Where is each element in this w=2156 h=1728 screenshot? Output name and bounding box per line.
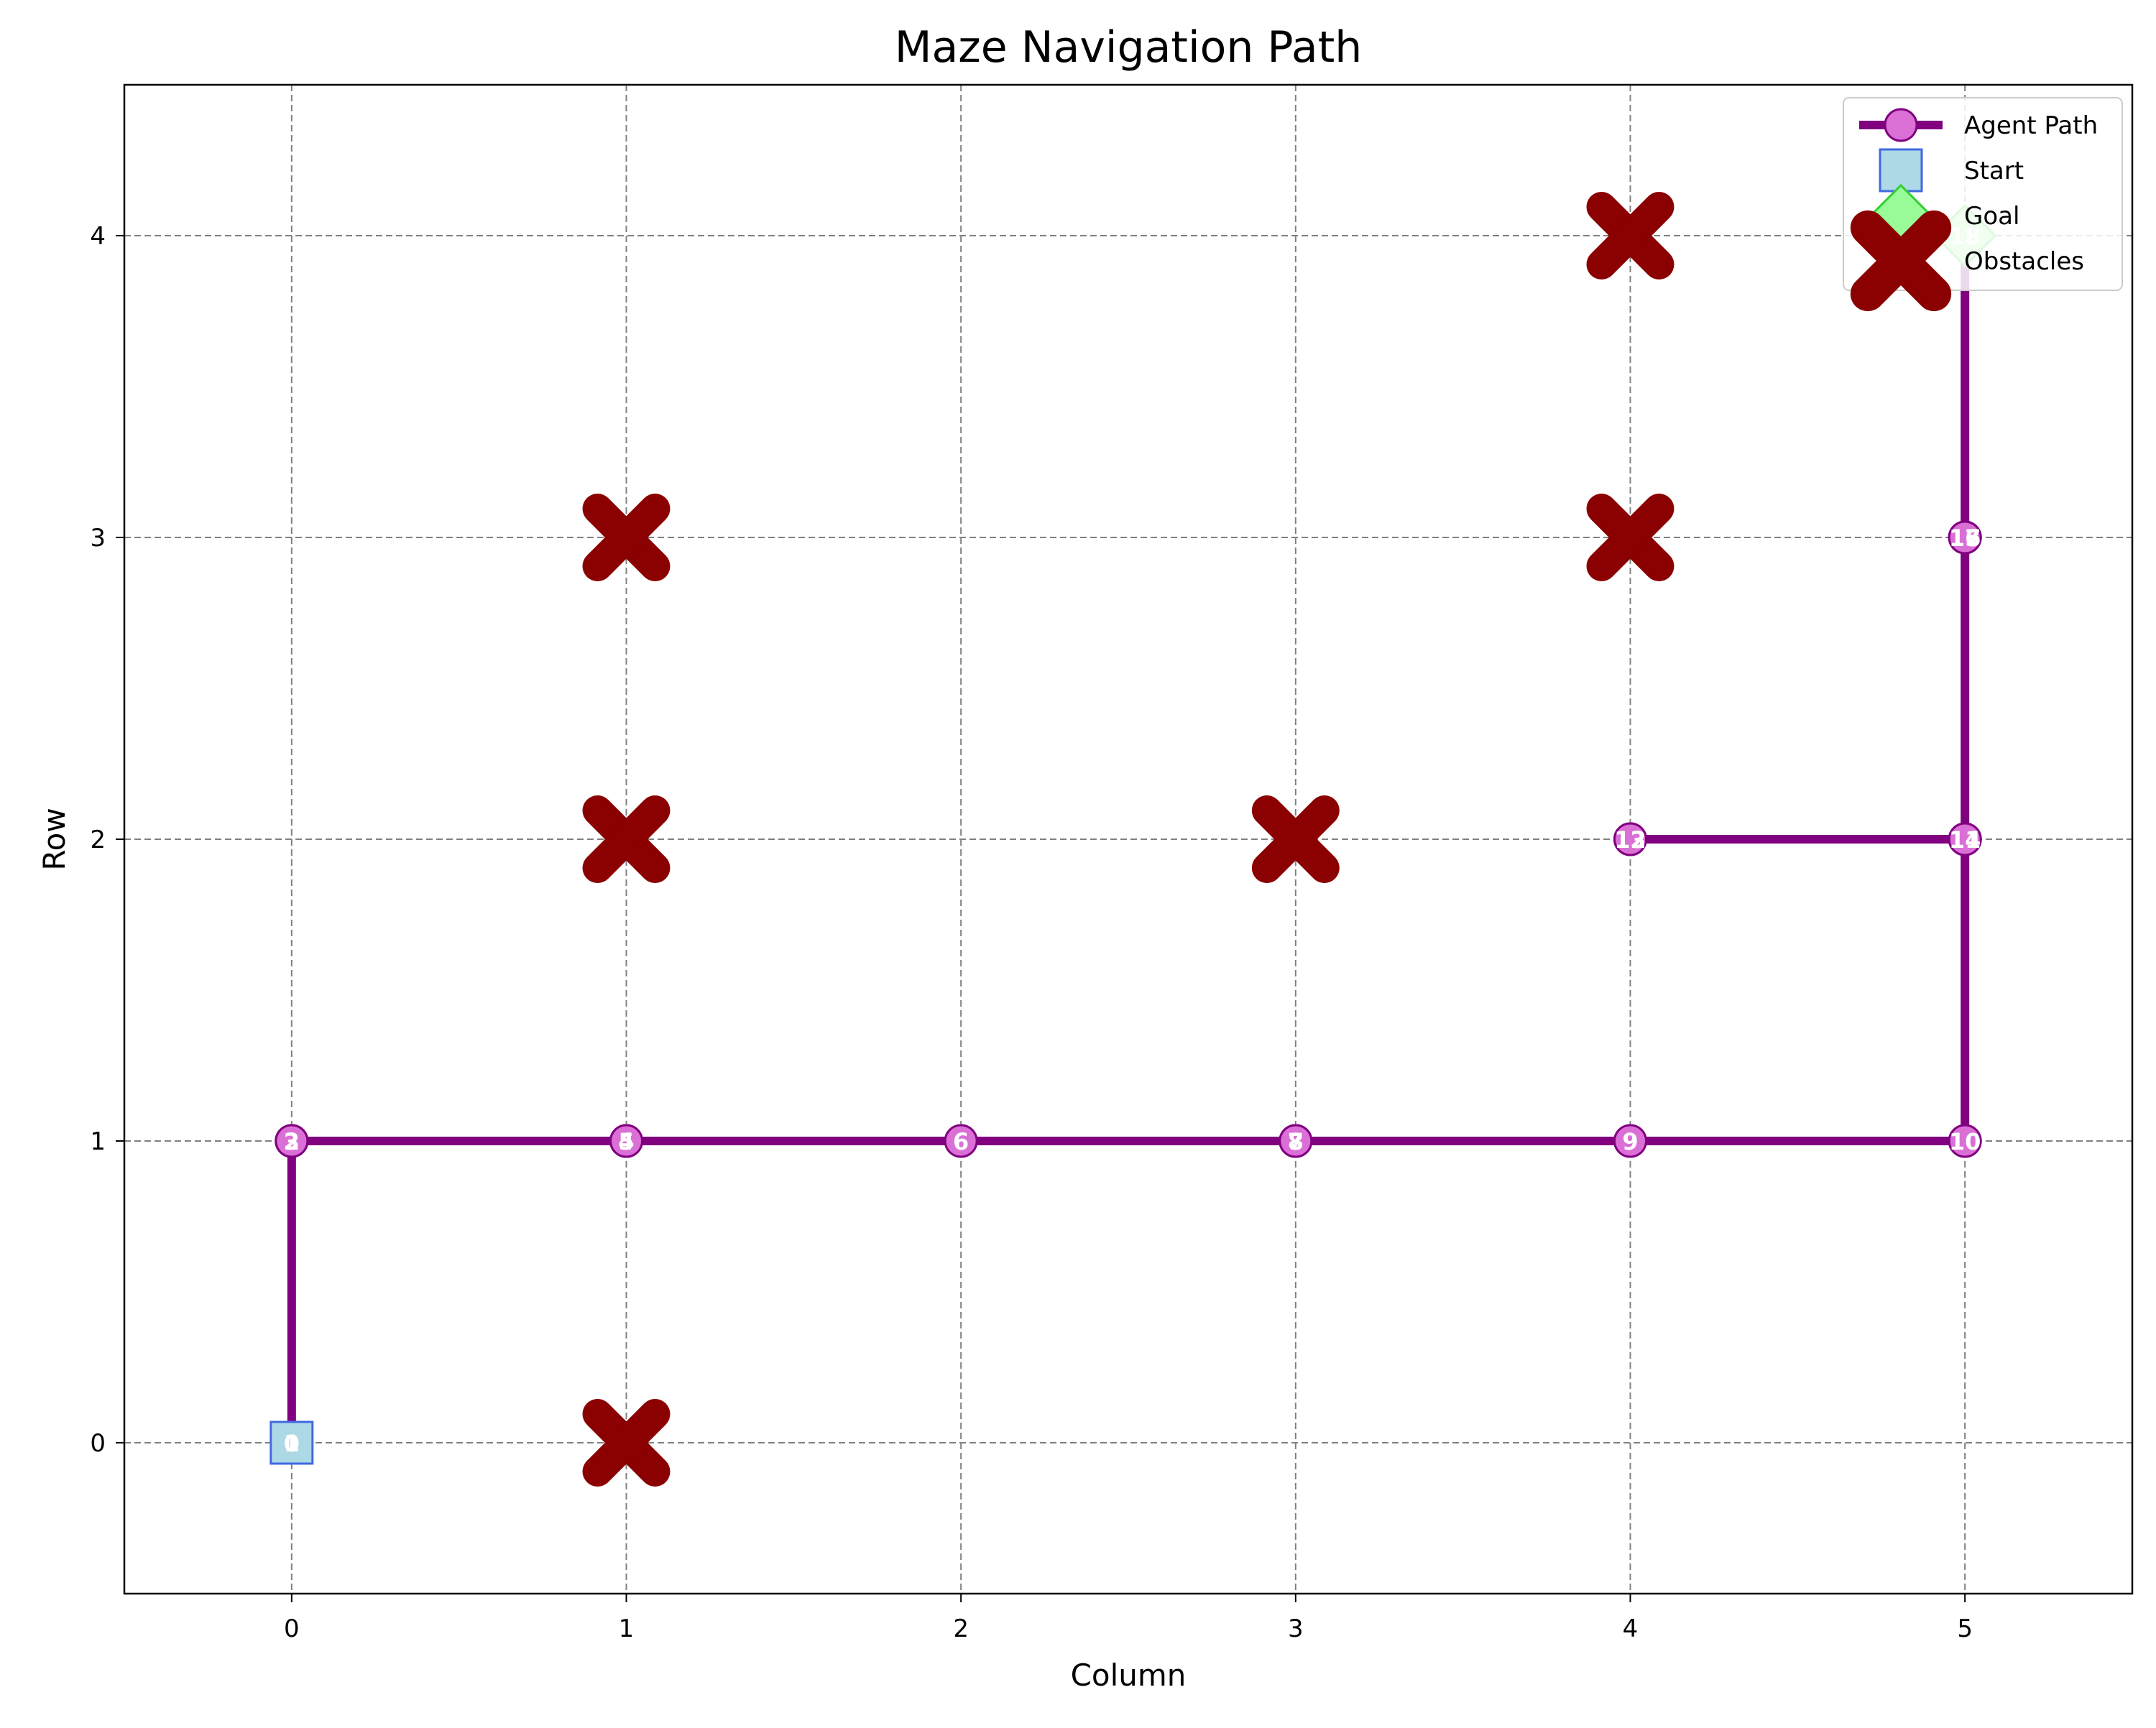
legend-obstacle-marker xyxy=(1850,210,1952,312)
step-label: 0 xyxy=(284,1430,300,1457)
legend: Agent Path Start Goal Obstacles xyxy=(1843,97,2123,312)
step-label: 3 xyxy=(284,1128,300,1155)
obstacle-marker xyxy=(582,795,671,883)
agent-path-point xyxy=(609,1124,643,1158)
agent-path-point xyxy=(944,1124,978,1158)
x-tick-label: 3 xyxy=(1288,1614,1304,1643)
agent-path-point xyxy=(275,1124,309,1158)
legend-agent-marker xyxy=(1884,108,1918,142)
step-label: 13 xyxy=(1614,826,1646,854)
y-tick-label: 3 xyxy=(90,524,106,553)
x-tick-label: 5 xyxy=(1957,1614,1973,1643)
step-label: 14 xyxy=(1949,826,1981,854)
step-label: 1 xyxy=(284,1430,300,1457)
x-tick-label: 1 xyxy=(619,1614,635,1643)
obstacle-marker xyxy=(1251,795,1340,883)
agent-path-point xyxy=(1948,1124,1982,1158)
step-label: 7 xyxy=(1288,1128,1304,1155)
x-tick-label: 4 xyxy=(1623,1614,1639,1643)
obstacle-marker xyxy=(582,494,671,581)
step-label: 8 xyxy=(1288,1128,1304,1155)
legend-label: Agent Path xyxy=(1964,111,2098,140)
obstacle-layer xyxy=(582,192,1674,1487)
start-marker xyxy=(270,1420,314,1465)
legend-label: Start xyxy=(1964,157,2024,185)
x-tick-label: 0 xyxy=(284,1614,300,1643)
step-label: 2 xyxy=(284,1128,300,1155)
step-label: 16 xyxy=(1949,525,1981,552)
chart-title: Maze Navigation Path xyxy=(895,22,1363,73)
y-tick-label: 4 xyxy=(90,222,106,251)
marker-layer xyxy=(270,203,1997,1465)
step-label: 6 xyxy=(953,1128,969,1155)
obstacle-marker xyxy=(582,1399,671,1487)
step-label: 5 xyxy=(618,1128,634,1155)
legend-label: Obstacles xyxy=(1964,247,2084,276)
y-axis-label: Row xyxy=(37,808,72,870)
agent-path-point xyxy=(1948,822,1982,856)
step-label: 17 xyxy=(1949,525,1981,552)
obstacle-marker xyxy=(1586,494,1674,581)
agent-path-line xyxy=(287,236,1970,1443)
obstacle-marker xyxy=(1586,192,1674,279)
y-tick-label: 0 xyxy=(90,1429,106,1458)
agent-path-point xyxy=(1613,1124,1647,1158)
agent-path-point xyxy=(1613,822,1647,856)
y-tick-label: 1 xyxy=(90,1127,106,1156)
step-label: 15 xyxy=(1949,525,1981,552)
legend-label: Goal xyxy=(1964,202,2019,231)
step-label: 10 xyxy=(1949,1128,1981,1155)
step-label: 9 xyxy=(1622,1128,1638,1155)
step-label: 12 xyxy=(1614,826,1646,854)
step-label: 4 xyxy=(618,1128,634,1155)
step-label: 11 xyxy=(1949,826,1981,854)
x-axis-label: Column xyxy=(1071,1658,1187,1693)
agent-path-point xyxy=(1279,1124,1313,1158)
agent-path-point xyxy=(1948,520,1982,555)
x-tick-label: 2 xyxy=(953,1614,969,1643)
y-tick-label: 2 xyxy=(90,826,106,854)
path-layer xyxy=(287,236,1970,1443)
